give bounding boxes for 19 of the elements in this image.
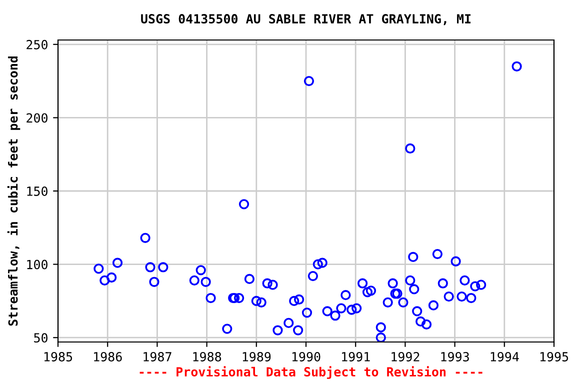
chart-title: USGS 04135500 AU SABLE RIVER AT GRAYLING, MI (141, 14, 471, 26)
x-tick-label: 1991 (342, 352, 370, 362)
y-tick-label: 50 (34, 333, 48, 343)
x-tick-label: 1986 (94, 352, 122, 362)
x-tick-label: 1985 (44, 352, 72, 362)
x-tick-label: 1995 (540, 352, 568, 362)
y-axis-title: Streamflow, in cubic feet per second (7, 56, 20, 326)
y-tick-label: 100 (27, 260, 48, 270)
x-tick-label: 1992 (392, 352, 420, 362)
x-tick-label: 1993 (441, 352, 469, 362)
y-tick-label: 250 (26, 40, 48, 50)
text: ---- Provisional Data Subject to Revision ---- (140, 366, 482, 379)
x-tick-label: 1987 (144, 352, 172, 362)
x-tick-label: 1988 (193, 352, 222, 362)
x-tick-label: 1994 (490, 352, 519, 362)
y-tick-label: 200 (26, 113, 48, 123)
x-tick-label: 1990 (292, 352, 320, 362)
y-tick-label: 150 (27, 186, 48, 196)
x-tick-label: 1989 (242, 352, 271, 362)
